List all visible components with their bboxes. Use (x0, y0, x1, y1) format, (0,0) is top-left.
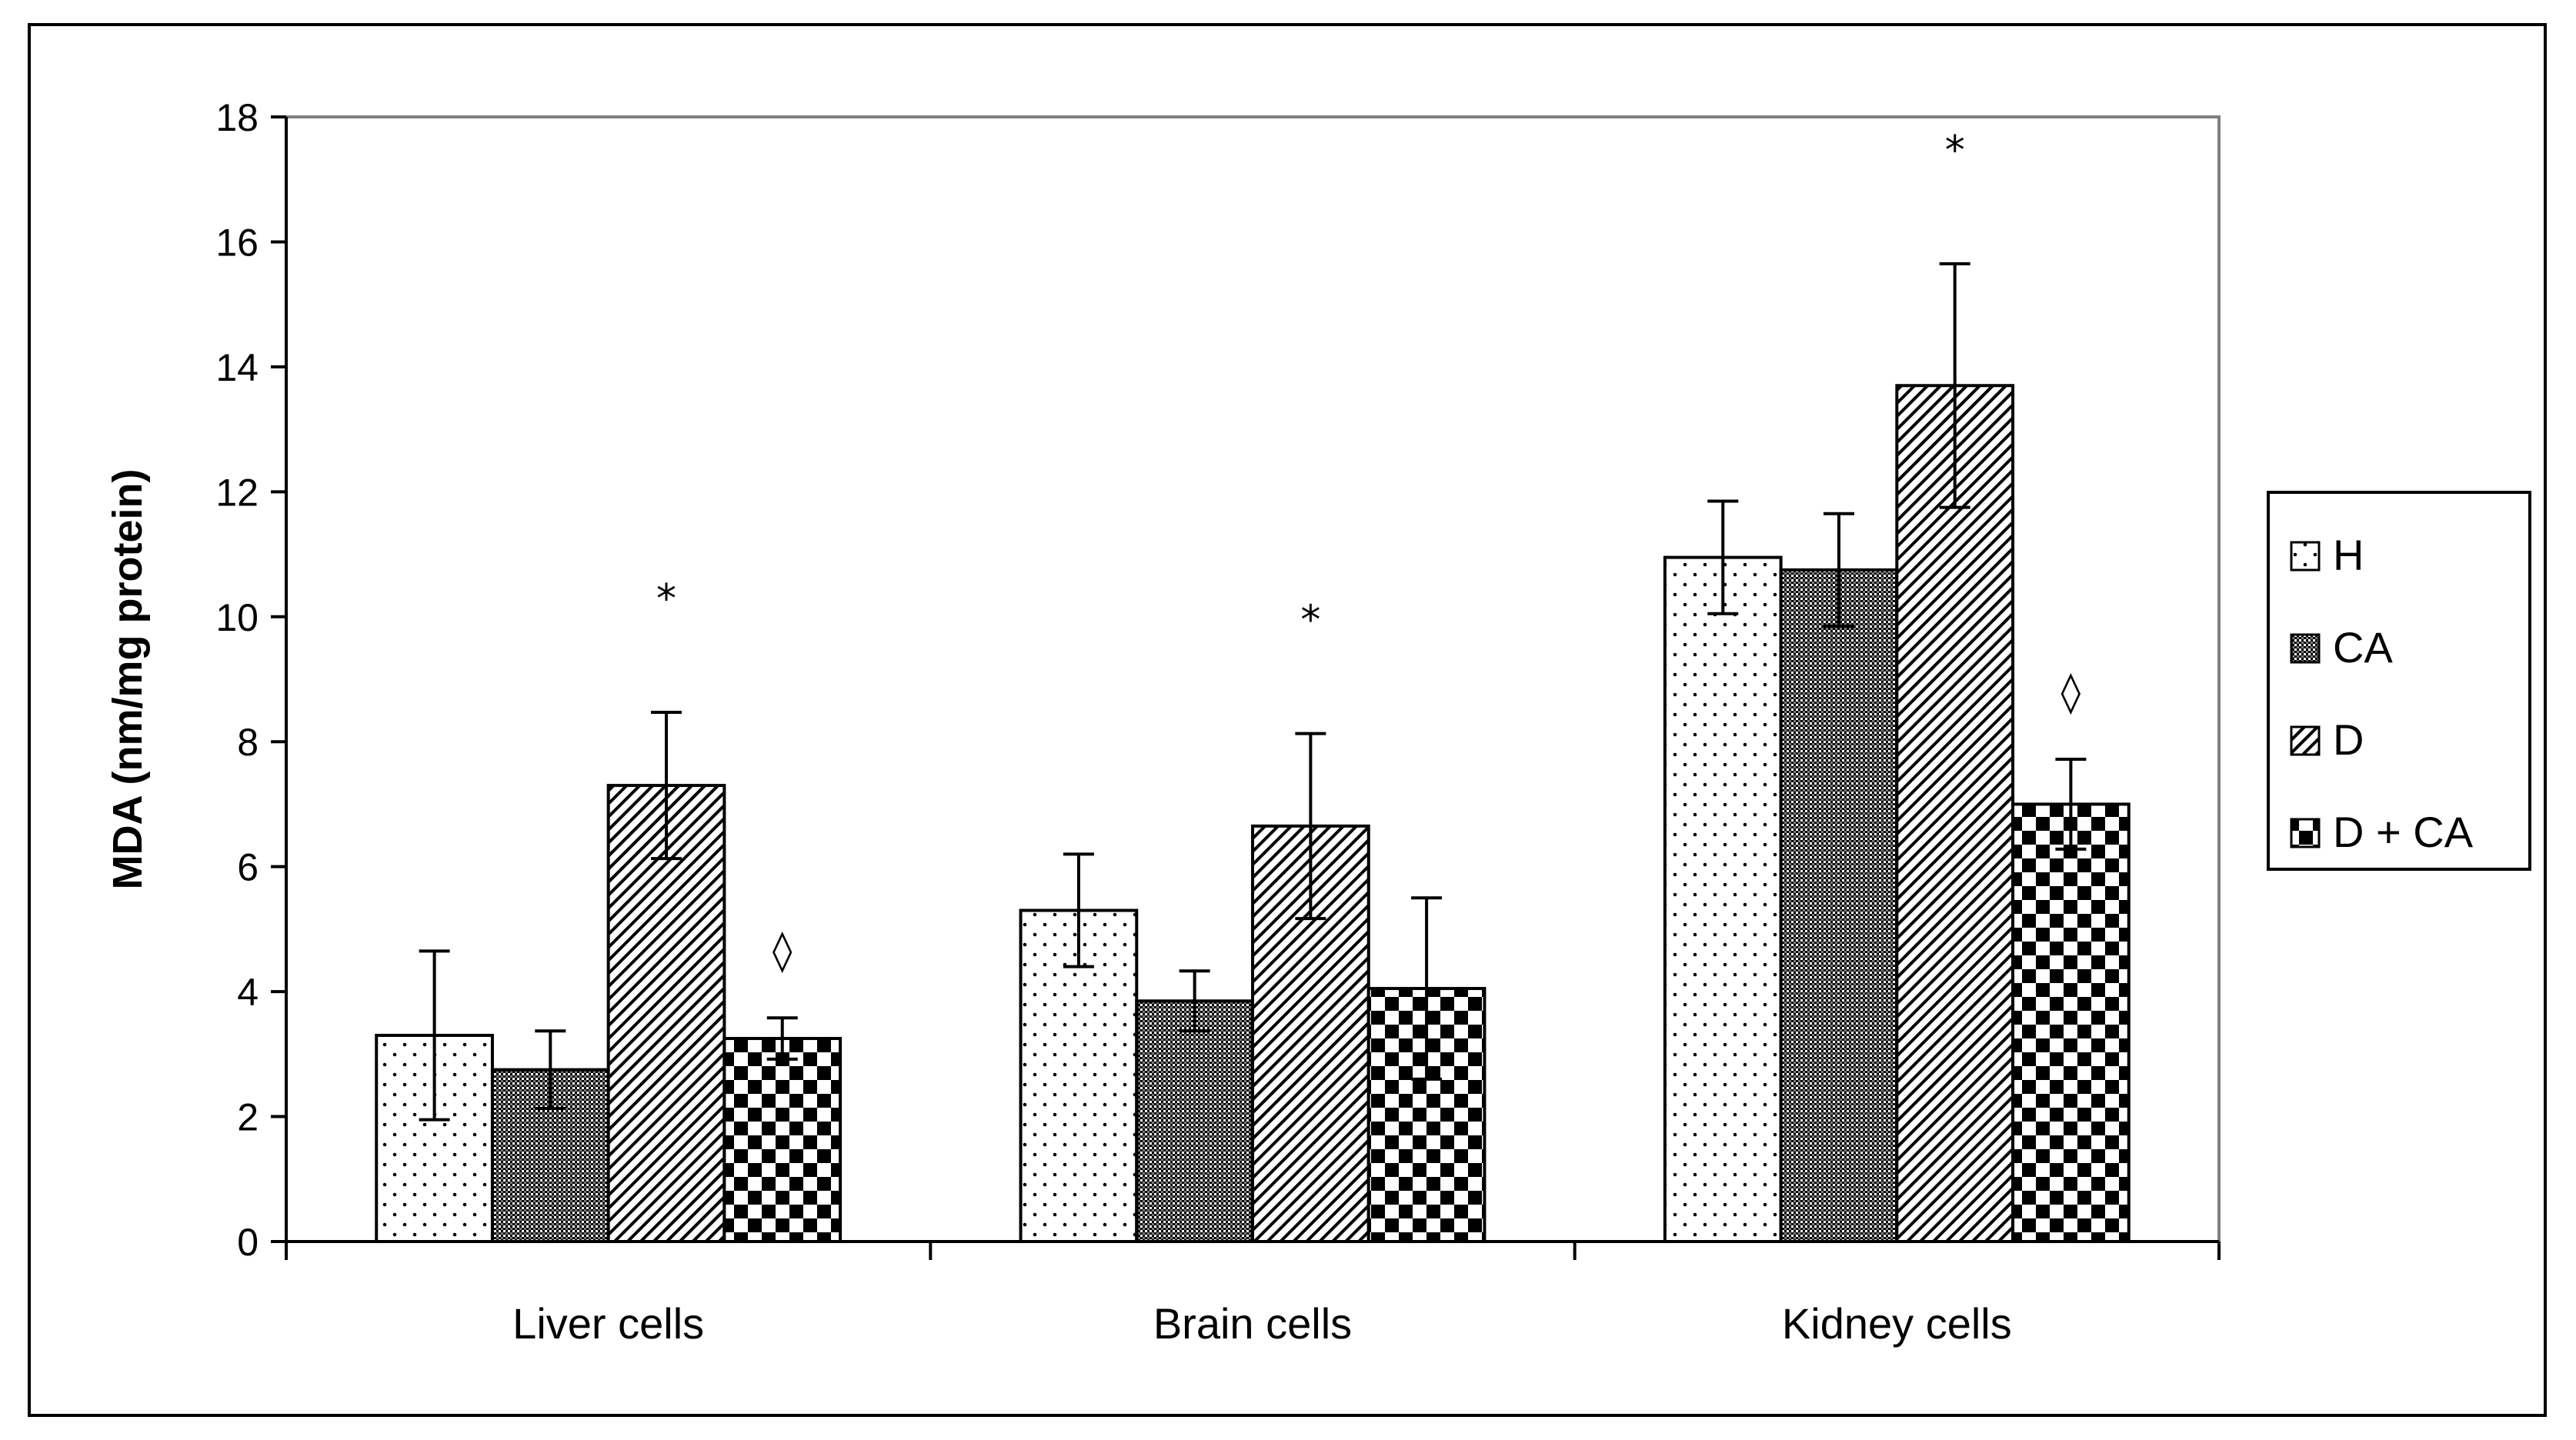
y-tick-label: 6 (237, 846, 259, 889)
legend-swatch (2290, 633, 2321, 664)
y-tick-label: 14 (215, 346, 259, 389)
significance-mark: * (1945, 128, 1965, 174)
legend-label: D (2333, 715, 2364, 764)
legend-label: CA (2333, 623, 2393, 672)
y-tick-label: 12 (215, 471, 259, 514)
significance-mark: ◊ (2061, 669, 2081, 715)
bar-d-1 (1251, 824, 1370, 1243)
x-tick-label: Brain cells (1153, 1299, 1352, 1348)
significance-mark: * (1300, 598, 1320, 644)
y-axis: 0 2 4 6 8 10 12 14 16 18 (215, 96, 288, 1264)
y-tick-label: 0 (237, 1221, 259, 1264)
y-tick-label: 8 (237, 721, 259, 764)
y-tick-label: 16 (215, 221, 259, 264)
bar-ca-2 (1779, 568, 1899, 1243)
legend: H CA D D + CA (2267, 491, 2531, 871)
legend-label: H (2333, 531, 2364, 579)
bar-h-2 (1663, 555, 1783, 1243)
legend-swatch (2290, 818, 2321, 848)
y-tick-label: 2 (237, 1096, 259, 1139)
bar-d-ca-0 (722, 1037, 843, 1244)
y-tick-label: 18 (215, 96, 259, 139)
x-axis: Liver cells Brain cells Kidney cells (285, 1240, 2221, 1348)
bar-d-ca-2 (2011, 802, 2131, 1243)
significance-mark: ◊ (772, 928, 792, 974)
legend-label: D + CA (2333, 808, 2474, 856)
x-tick-label: Liver cells (512, 1299, 704, 1348)
significance-annotations: * * * ◊ ◊ (656, 128, 2081, 974)
significance-mark: * (656, 576, 676, 622)
legend-swatch (2290, 541, 2321, 572)
error-bars (419, 262, 2087, 1122)
y-tick-label: 4 (237, 971, 259, 1014)
bar-ca-1 (1135, 999, 1255, 1243)
legend-swatch (2290, 725, 2321, 756)
y-tick-label: 10 (215, 596, 259, 639)
outer-frame (28, 23, 2547, 1417)
x-tick-label: Kidney cells (1782, 1299, 2012, 1348)
y-axis-title: MDA (nm/mg protein) (105, 469, 151, 890)
bar-d-0 (606, 784, 726, 1243)
bar-ca-0 (490, 1068, 610, 1244)
bar-d-2 (1895, 384, 2015, 1243)
